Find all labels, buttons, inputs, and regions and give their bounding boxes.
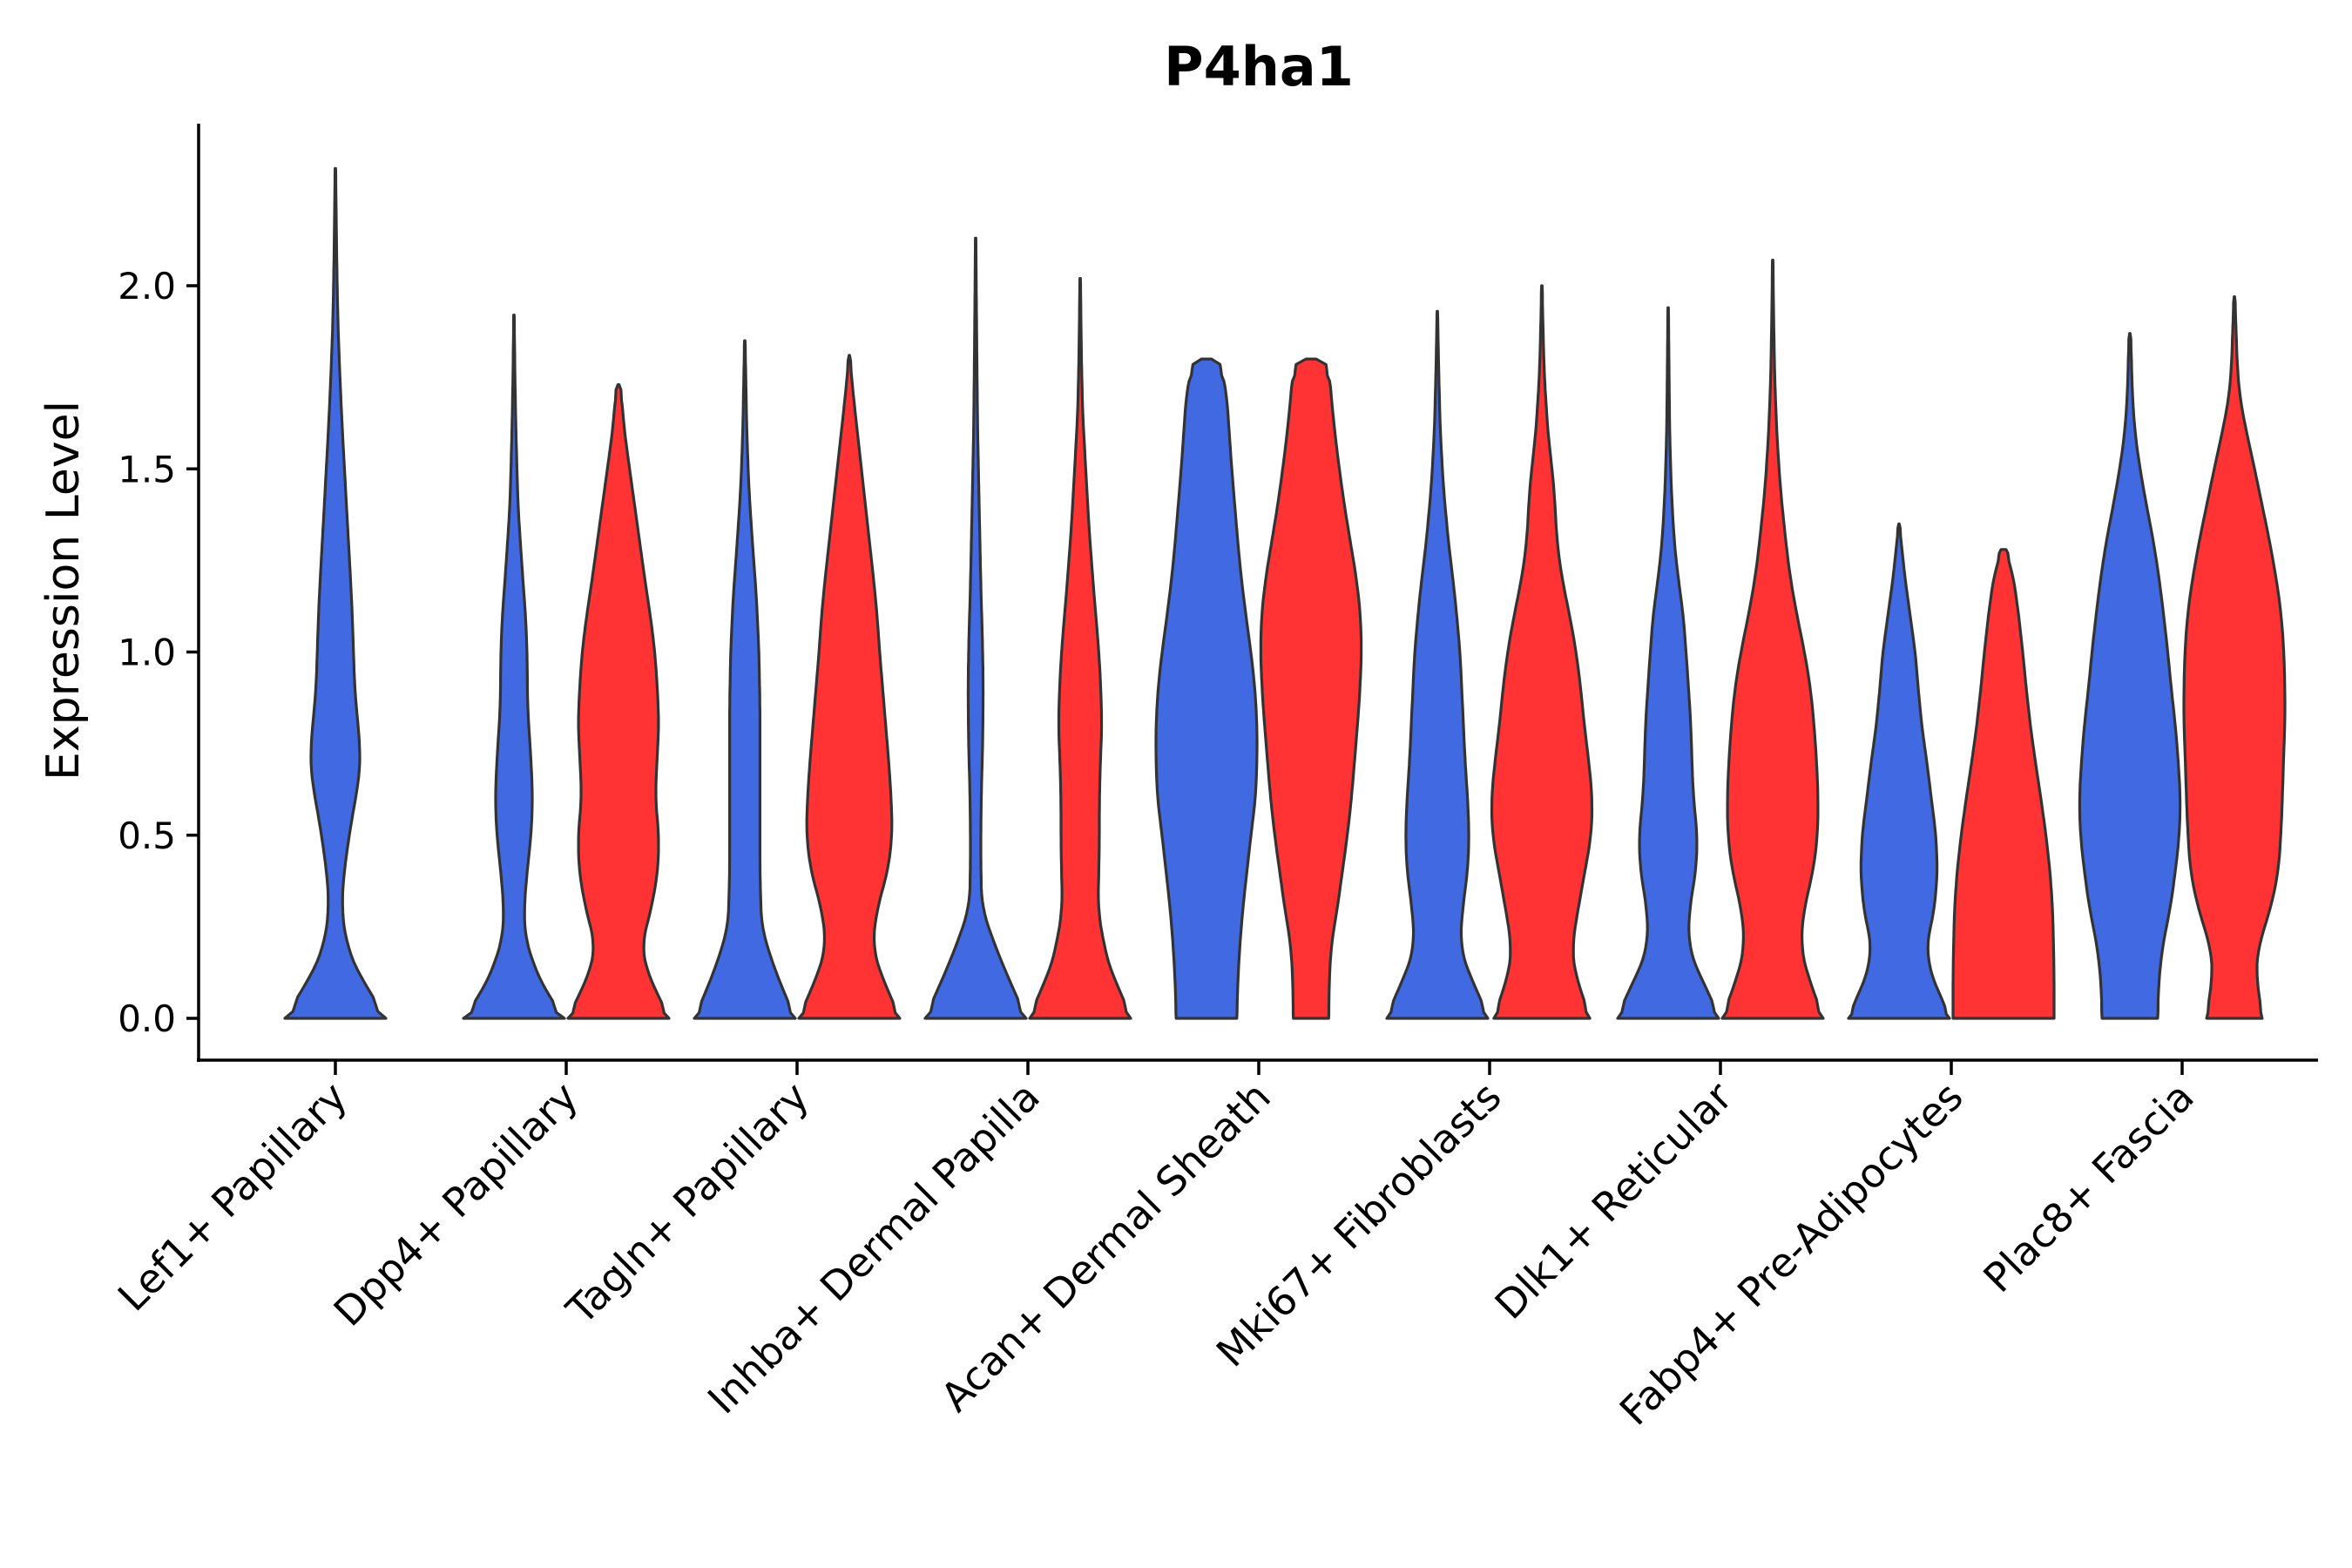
violin-group1-7 bbox=[1616, 306, 1720, 1020]
violin-group1-4 bbox=[923, 236, 1028, 1020]
x-tick-label: Dlk1+ Reticular bbox=[1486, 1073, 1741, 1328]
violin-group1-6 bbox=[1385, 309, 1490, 1020]
violin-group2-6 bbox=[1490, 284, 1594, 1020]
violin-group1-1 bbox=[283, 166, 388, 1020]
violin-group2-3 bbox=[797, 354, 902, 1020]
violin-group1-3 bbox=[693, 339, 797, 1020]
y-tick-label: 1.5 bbox=[118, 448, 176, 490]
x-tick-label: Plac8+ Fascia bbox=[1974, 1073, 2202, 1301]
chart-title: P4ha1 bbox=[1164, 35, 1354, 98]
violin-group2-5 bbox=[1259, 357, 1363, 1020]
y-tick-label: 0.0 bbox=[118, 997, 176, 1040]
violin-group2-4 bbox=[1028, 277, 1132, 1020]
x-tick-label: Tagln+ Papillary bbox=[557, 1073, 818, 1335]
violin-group1-9 bbox=[2078, 332, 2182, 1020]
y-ticks-group: 0.0 0.5 1.0 1.5 2.0 bbox=[118, 265, 199, 1040]
y-tick-label: 1.0 bbox=[118, 632, 176, 674]
violin-group2-8 bbox=[1951, 548, 2056, 1020]
x-tick-label: Dpp4+ Papillary bbox=[325, 1073, 587, 1335]
violin-group1-8 bbox=[1847, 522, 1951, 1020]
y-tick-label: 2.0 bbox=[118, 265, 176, 308]
x-tick-label: Lef1+ Papillary bbox=[109, 1073, 356, 1321]
violin-group2-7 bbox=[1720, 259, 1825, 1020]
violin-group2-2 bbox=[566, 382, 671, 1020]
violin-group1-2 bbox=[462, 314, 566, 1020]
y-axis-label: Expression Level bbox=[37, 401, 90, 781]
violins-group bbox=[283, 166, 2287, 1020]
violin-group2-9 bbox=[2182, 295, 2287, 1020]
y-tick-label: 0.5 bbox=[118, 814, 176, 857]
violin-group1-5 bbox=[1154, 357, 1259, 1020]
